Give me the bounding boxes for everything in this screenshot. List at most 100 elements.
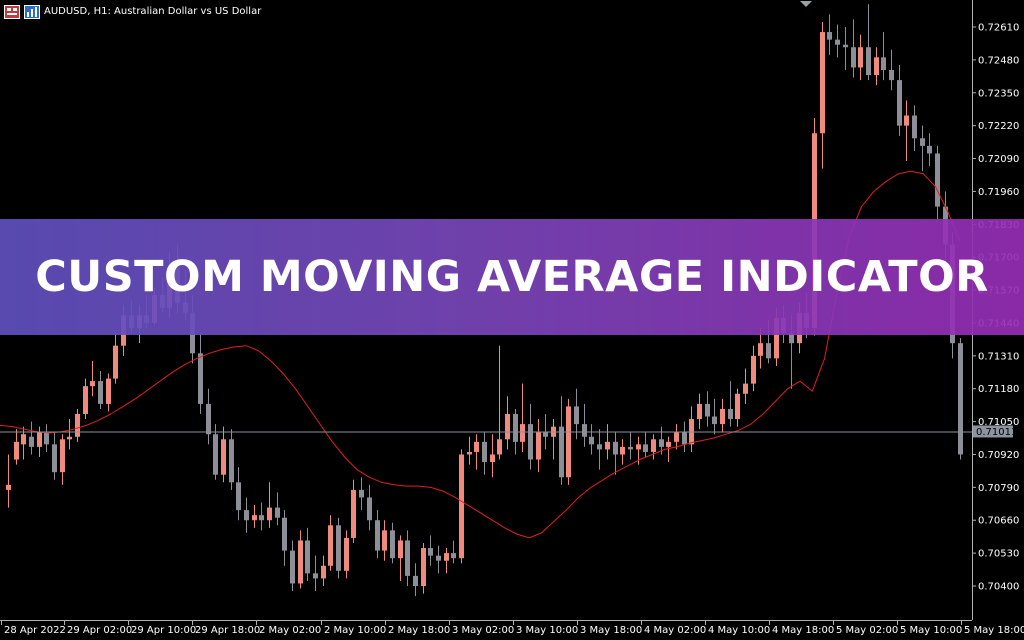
- signals-icon[interactable]: [24, 5, 40, 19]
- candle-body: [789, 333, 794, 344]
- candle: [398, 535, 403, 581]
- candle-body: [106, 378, 111, 404]
- candle: [705, 391, 710, 427]
- candle: [728, 381, 733, 427]
- moving-average-line: [0, 170, 961, 539]
- candle-body: [252, 515, 257, 521]
- candle-body: [666, 441, 671, 447]
- candle-body: [44, 431, 49, 445]
- candle: [866, 4, 871, 81]
- candle: [444, 548, 449, 574]
- candle: [920, 125, 925, 172]
- candle: [298, 530, 303, 589]
- candle-body: [459, 454, 464, 559]
- candle-body: [589, 436, 594, 445]
- candle: [751, 345, 756, 392]
- candle-body: [605, 441, 610, 450]
- candle: [735, 388, 740, 427]
- price-label: 0.70790: [978, 483, 1019, 494]
- candle: [858, 34, 863, 81]
- candle: [643, 431, 648, 457]
- candle: [505, 396, 510, 450]
- candle: [221, 426, 226, 483]
- candle: [375, 510, 380, 559]
- candle: [328, 515, 333, 571]
- candle-body: [582, 424, 587, 437]
- candle-body: [390, 530, 395, 559]
- price-label: 0.72480: [978, 55, 1019, 66]
- candle: [451, 540, 456, 564]
- candle: [589, 424, 594, 455]
- candle-body: [835, 39, 840, 45]
- candle-body: [298, 540, 303, 584]
- candle: [267, 482, 272, 528]
- candle: [889, 49, 894, 91]
- candle: [351, 479, 356, 543]
- candle: [259, 502, 264, 531]
- candle: [213, 424, 218, 480]
- candle-body: [628, 446, 633, 450]
- candle-body: [820, 32, 825, 134]
- candle-body: [536, 431, 541, 460]
- candle-body: [398, 540, 403, 559]
- candle: [927, 133, 932, 167]
- title-banner: CUSTOM MOVING AVERAGE INDICATOR: [0, 219, 1024, 335]
- candle: [305, 527, 310, 581]
- candle-body: [282, 517, 287, 551]
- candle: [467, 436, 472, 465]
- candle: [52, 431, 57, 480]
- time-label: 4 May 10:00: [708, 625, 770, 636]
- candle-body: [375, 520, 380, 551]
- candle: [83, 378, 88, 420]
- candle-body: [897, 80, 902, 126]
- candle-body: [543, 431, 548, 437]
- candle-body: [113, 345, 118, 379]
- one-click-trading-icon[interactable]: [4, 5, 20, 19]
- shift-marker: [800, 1, 812, 7]
- time-label: 3 May 10:00: [516, 625, 578, 636]
- candle: [313, 555, 318, 592]
- candle: [405, 530, 410, 586]
- candle-body: [866, 47, 871, 76]
- candle-body: [858, 47, 863, 68]
- candle: [98, 371, 103, 409]
- candle: [206, 388, 211, 445]
- price-label: 0.71960: [978, 187, 1019, 198]
- candle-body: [98, 381, 103, 404]
- candle: [820, 21, 825, 169]
- candle: [697, 393, 702, 430]
- candle: [113, 333, 118, 384]
- time-label: 5 May 18:00: [964, 625, 1024, 636]
- candle: [490, 434, 495, 478]
- candle: [29, 421, 34, 455]
- candle-body: [267, 507, 272, 521]
- time-label: 5 May 02:00: [836, 625, 898, 636]
- candle-body: [52, 444, 57, 473]
- price-label: 0.71180: [978, 384, 1019, 395]
- time-label: 3 May 02:00: [452, 625, 514, 636]
- candle: [198, 333, 203, 414]
- candle: [843, 27, 848, 70]
- candle-body: [758, 343, 763, 356]
- candle: [344, 530, 349, 579]
- candle: [520, 383, 525, 452]
- candle-body: [467, 451, 472, 455]
- candle: [874, 47, 879, 86]
- candle: [382, 520, 387, 561]
- candle: [14, 429, 19, 465]
- candle-body: [83, 386, 88, 414]
- candle-body: [206, 403, 211, 435]
- candle: [559, 396, 564, 485]
- candle-body: [313, 573, 318, 579]
- candle-body: [743, 383, 748, 394]
- candle: [428, 535, 433, 566]
- candle: [229, 429, 234, 490]
- candle-body: [275, 507, 280, 518]
- candle-body: [851, 47, 856, 68]
- candle-body: [244, 510, 249, 521]
- time-label: 29 Apr 18:00: [195, 625, 260, 636]
- candle: [75, 408, 80, 442]
- candle: [835, 24, 840, 58]
- candle: [6, 454, 11, 508]
